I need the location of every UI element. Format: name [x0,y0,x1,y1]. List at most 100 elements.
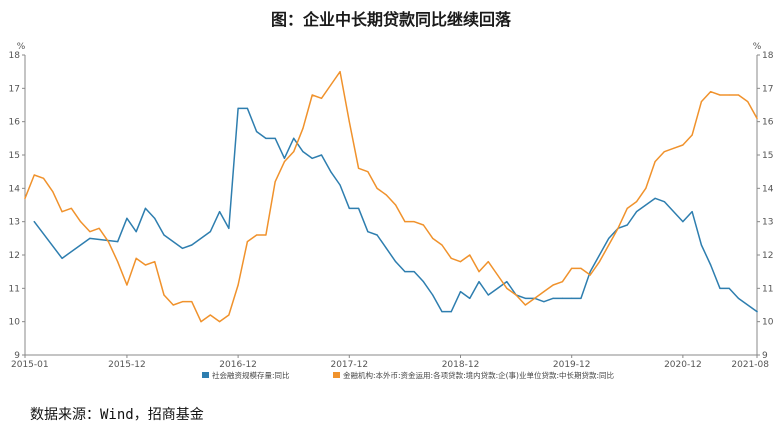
series-1-point [654,197,656,199]
x-tick-label: 2020-12 [664,360,702,370]
series-1-point [218,211,221,213]
series-2-point [163,294,165,296]
series-2-point [320,97,323,99]
chart-title: 图：企业中长期贷款同比继续回落 [270,10,511,29]
series-1-point [580,297,582,299]
x-tick-label: 2021-08 [731,360,769,370]
series-2-point [265,234,267,236]
left-y-tick-label: 12 [9,251,20,261]
series-1-point [404,271,406,273]
series-2-point [635,201,638,203]
series-2-point [608,244,610,246]
left-y-tick-label: 15 [9,151,20,161]
series-1-point [163,234,165,236]
series-2-point [283,161,286,163]
series-1-point [710,264,712,266]
series-2-point [515,294,517,296]
series-2-point [506,287,508,289]
series-2-point [154,261,156,263]
series-1-point [571,297,573,299]
right-y-tick-label: 11 [762,284,773,294]
series-2-point [144,264,147,266]
left-y-tick-label: 9 [14,351,20,361]
series-1-point [311,157,313,159]
series-2-point [700,101,703,103]
series-1-point [561,297,564,299]
series-2-point [246,241,248,243]
left-y-tick-label: 11 [9,284,20,294]
series-2-point [543,291,545,293]
series-2-point [487,261,489,263]
series-2-point [469,254,471,256]
right-y-tick-label: 13 [762,218,773,228]
series-2-point [450,257,452,259]
series-2-point [228,314,230,316]
series-1-point [330,171,332,173]
series-1-point [506,281,508,283]
series-2-point [534,297,536,299]
series-1-point [357,207,360,209]
series-2-point [256,234,258,236]
chart-legend: 社会融资规模存量:同比 金融机构:本外币:资金运用:各项贷款:境内贷款:企(事)业… [202,370,615,380]
series-1-point [432,294,434,296]
series-2-point [580,267,582,269]
series-2-point [135,257,137,259]
series-2-point [663,151,665,153]
series-1-point [543,301,545,303]
left-y-unit-label: % [17,42,26,52]
series-1-point [61,257,63,259]
series-2-point [617,227,619,229]
series-1-point [524,297,526,299]
series-1-point [552,297,554,299]
series-2-line [24,70,758,323]
right-y-tick-label: 9 [762,351,768,361]
left-y-tick-label: 17 [9,84,20,94]
series-1-point [256,131,258,133]
series-2-point [52,191,54,193]
series-2-point [496,274,499,276]
series-1-point [385,247,387,249]
series-2-point [598,261,601,263]
series-1-point [478,281,480,283]
series-1-point [246,107,248,109]
series-1-point [209,231,211,233]
data-source-note: 数据来源：Wind，招商基金 [30,407,204,423]
right-y-tick-label: 16 [762,118,774,128]
legend-label-series-2: 金融机构:本外币:资金运用:各项贷款:境内贷款:企(事)业单位贷款:中长期贷款:… [343,370,615,380]
series-1-point [135,231,137,233]
left-y-tick-label: 13 [9,218,20,228]
series-1-point [469,297,471,299]
series-1-point [228,227,230,229]
series-2-point [302,127,304,129]
series-2-point [432,237,434,239]
series-1-point [320,154,323,156]
series-2-point [237,284,239,286]
series-1-point [33,221,35,223]
series-2-point [191,301,193,303]
series-1-point [293,137,295,139]
series-1-point [348,207,350,209]
series-1-point [283,157,286,159]
series-2-point [747,101,749,103]
series-1-line [33,107,758,313]
series-2-point [737,94,740,96]
left-y-tick-label: 18 [9,51,21,61]
series-1-point [422,281,425,283]
series-2-point [756,117,758,119]
series-2-point [654,161,656,163]
legend-label-series-1: 社会融资规模存量:同比 [212,370,290,380]
series-1-point [719,287,721,289]
series-2-point [172,304,174,306]
series-1-point [237,107,239,109]
series-1-point [126,217,128,219]
series-1-point [265,137,267,139]
series-2-point [571,267,573,269]
series-1-point [691,211,693,213]
series-2-point [357,167,360,169]
series-1-point [608,237,610,239]
series-2-point [367,171,369,173]
x-tick-label: 2015-12 [108,360,146,370]
left-y-tick-label: 14 [9,184,21,194]
series-2-point [524,304,526,306]
series-1-point [663,201,665,203]
